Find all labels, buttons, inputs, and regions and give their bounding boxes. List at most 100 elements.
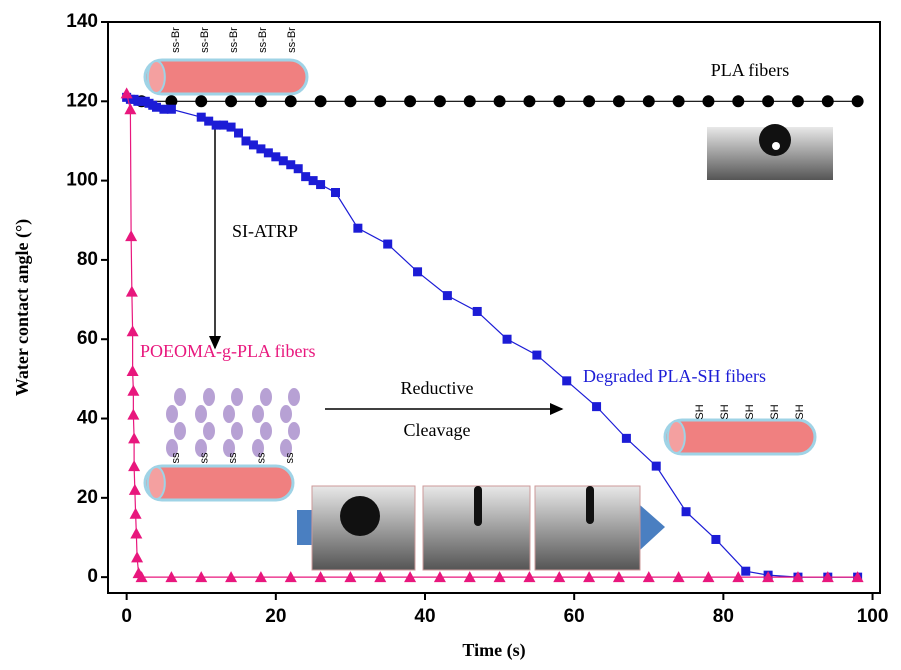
point (125, 230, 138, 242)
point (821, 571, 834, 583)
point (128, 460, 141, 472)
point (128, 483, 141, 495)
point (316, 180, 326, 190)
y-axis-title: Water contact angle (°) (12, 219, 33, 396)
point (211, 120, 221, 130)
photo-drop (759, 124, 791, 156)
x-tick-label: 20 (265, 606, 286, 627)
point (226, 122, 236, 132)
photo (534, 485, 641, 571)
x-tick-label: 80 (713, 606, 734, 627)
point (256, 144, 266, 154)
point (330, 188, 340, 198)
point (732, 571, 745, 583)
point (502, 334, 512, 344)
point (681, 507, 691, 517)
point (404, 571, 417, 583)
fiber (143, 58, 309, 96)
x-tick-label: 0 (121, 606, 132, 627)
point (254, 571, 267, 583)
point (314, 95, 327, 108)
y-tick-label: 120 (66, 90, 98, 111)
fiber-label: ss (170, 452, 182, 464)
fiber (663, 418, 817, 456)
y-tick-label: 40 (77, 408, 98, 429)
annotation: SI-ATRP (232, 221, 298, 241)
point (278, 156, 288, 166)
point (308, 176, 318, 186)
point (196, 112, 206, 122)
point (314, 571, 327, 583)
fiber-end (146, 60, 166, 94)
brush (166, 405, 178, 423)
y-tick-label: 60 (77, 328, 98, 349)
photo-highlight (772, 142, 780, 150)
point (374, 95, 387, 108)
series-line (126, 93, 858, 578)
photo-drop (340, 496, 380, 536)
fiber-label: ss-Br (286, 27, 298, 53)
point (130, 527, 143, 539)
arrow-tail (297, 510, 312, 545)
brush (203, 422, 215, 440)
point (128, 432, 141, 444)
brush (231, 422, 243, 440)
brush (203, 388, 215, 406)
point (284, 571, 297, 583)
brush (252, 405, 264, 423)
decorations (209, 124, 833, 571)
brush (252, 439, 264, 457)
point (404, 95, 417, 108)
point (126, 325, 139, 337)
point (762, 571, 775, 583)
point (135, 571, 148, 583)
point (493, 571, 506, 583)
brush (166, 439, 178, 457)
point (672, 95, 685, 108)
point (271, 152, 281, 162)
y-tick-label: 80 (77, 249, 98, 270)
brush (223, 405, 235, 423)
brush (288, 422, 300, 440)
fiber-label: SH (719, 404, 731, 419)
point (120, 87, 133, 99)
point (821, 95, 834, 108)
point (791, 571, 804, 583)
fiber-end (666, 420, 686, 454)
point (672, 571, 685, 583)
point (263, 148, 273, 158)
annotation: Cleavage (404, 420, 471, 440)
brush (260, 388, 272, 406)
point (344, 571, 357, 583)
point (124, 103, 137, 115)
point (741, 566, 751, 576)
fiber-label: SH (769, 404, 781, 419)
point (851, 571, 864, 583)
point (732, 95, 745, 108)
point (204, 116, 214, 126)
point (284, 95, 297, 108)
fiber-label: ss-Br (228, 27, 240, 53)
point (463, 571, 476, 583)
brush (174, 388, 186, 406)
point (234, 128, 244, 138)
point (159, 104, 169, 114)
point (702, 95, 715, 108)
point (442, 291, 452, 301)
point (165, 571, 178, 583)
point (286, 160, 296, 170)
point (612, 95, 625, 108)
x-tick-label: 60 (564, 606, 585, 627)
fiber-label: SH (744, 404, 756, 419)
x-tick-label: 100 (857, 606, 889, 627)
point (472, 306, 482, 316)
fiber-label: ss-Br (199, 27, 211, 53)
brush (288, 388, 300, 406)
point (583, 571, 596, 583)
point (433, 95, 446, 108)
photo-needle (474, 486, 482, 526)
point (353, 223, 363, 233)
point (254, 95, 267, 108)
point (532, 350, 542, 360)
